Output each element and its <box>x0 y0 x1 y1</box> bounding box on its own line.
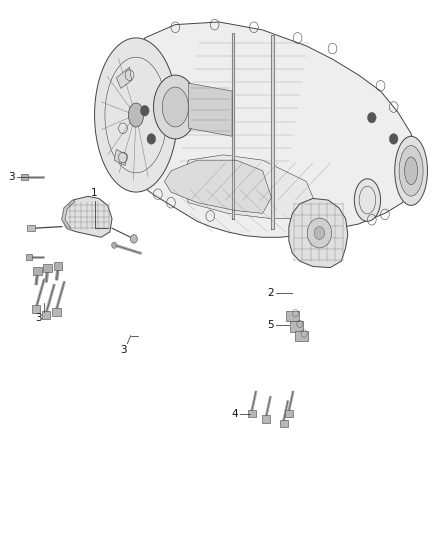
Ellipse shape <box>405 157 418 184</box>
Text: 5: 5 <box>267 320 274 330</box>
Ellipse shape <box>354 179 381 221</box>
Polygon shape <box>272 35 274 229</box>
Polygon shape <box>188 83 232 136</box>
Polygon shape <box>117 22 416 237</box>
FancyBboxPatch shape <box>52 308 60 316</box>
FancyBboxPatch shape <box>27 225 35 231</box>
FancyBboxPatch shape <box>286 311 299 321</box>
Ellipse shape <box>128 103 144 127</box>
Circle shape <box>112 242 117 248</box>
FancyBboxPatch shape <box>25 254 32 260</box>
FancyBboxPatch shape <box>53 262 62 270</box>
Polygon shape <box>232 33 234 219</box>
FancyBboxPatch shape <box>290 321 303 332</box>
FancyBboxPatch shape <box>285 410 293 417</box>
FancyBboxPatch shape <box>21 174 28 180</box>
Text: 3: 3 <box>35 313 42 324</box>
Polygon shape <box>182 155 315 219</box>
FancyBboxPatch shape <box>42 311 50 319</box>
Circle shape <box>131 235 138 243</box>
Ellipse shape <box>395 136 427 205</box>
Ellipse shape <box>153 75 197 139</box>
FancyBboxPatch shape <box>262 415 270 423</box>
Circle shape <box>147 134 155 144</box>
Text: 3: 3 <box>8 172 15 182</box>
FancyBboxPatch shape <box>248 410 256 417</box>
Ellipse shape <box>162 87 188 127</box>
Text: 3: 3 <box>120 345 127 355</box>
Circle shape <box>367 112 376 123</box>
Circle shape <box>307 218 332 248</box>
FancyBboxPatch shape <box>43 264 52 272</box>
Ellipse shape <box>399 146 423 196</box>
FancyBboxPatch shape <box>33 266 42 275</box>
Polygon shape <box>289 198 348 268</box>
Circle shape <box>141 106 149 116</box>
FancyBboxPatch shape <box>32 305 40 313</box>
Text: 4: 4 <box>231 409 238 419</box>
Polygon shape <box>164 160 272 213</box>
Text: 1: 1 <box>91 189 98 198</box>
Polygon shape <box>62 200 75 230</box>
Circle shape <box>314 227 325 239</box>
Ellipse shape <box>95 38 177 192</box>
Polygon shape <box>117 67 132 88</box>
FancyBboxPatch shape <box>280 419 288 427</box>
FancyBboxPatch shape <box>294 331 307 342</box>
Circle shape <box>389 134 398 144</box>
Polygon shape <box>62 196 112 237</box>
Polygon shape <box>114 150 127 165</box>
Text: 2: 2 <box>267 288 274 298</box>
